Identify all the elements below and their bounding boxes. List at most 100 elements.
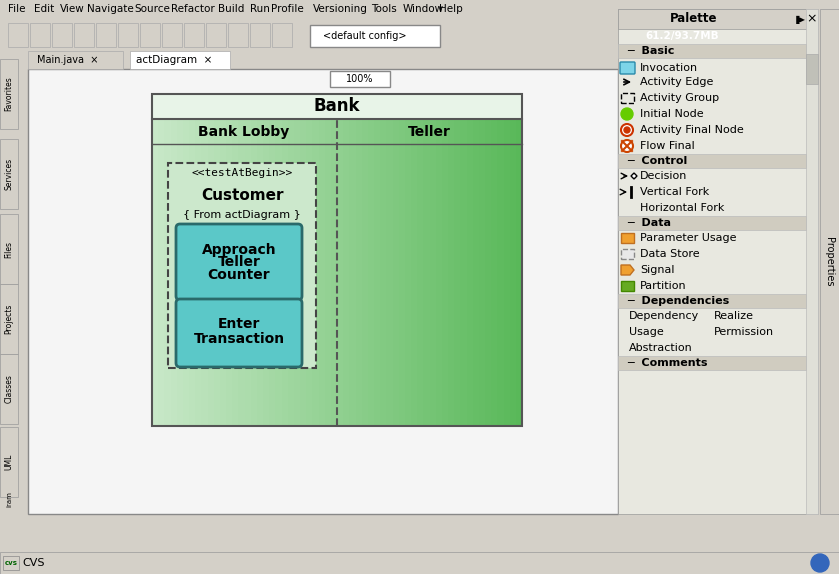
Bar	[454, 119, 461, 426]
Text: Palette: Palette	[670, 13, 717, 25]
Bar	[30, 23, 50, 47]
Bar	[442, 119, 449, 426]
Bar	[411, 119, 418, 426]
Text: iram: iram	[6, 491, 12, 507]
Text: Refactor: Refactor	[171, 4, 215, 14]
Text: Invocation: Invocation	[640, 63, 698, 73]
Bar	[393, 119, 399, 426]
Text: CVS: CVS	[22, 558, 44, 568]
Bar	[331, 119, 338, 426]
Text: Parameter Usage: Parameter Usage	[640, 233, 737, 243]
Bar	[184, 23, 204, 47]
Bar	[250, 23, 270, 47]
Bar	[621, 281, 634, 291]
Bar	[343, 119, 351, 426]
Text: Activity Group: Activity Group	[640, 93, 719, 103]
Circle shape	[621, 140, 633, 152]
Bar	[386, 119, 393, 426]
Text: Tools: Tools	[371, 4, 397, 14]
Bar	[74, 23, 94, 47]
Bar	[28, 69, 618, 514]
Bar	[159, 119, 165, 426]
Bar	[300, 119, 307, 426]
Bar	[0, 427, 18, 497]
Bar	[498, 119, 504, 426]
Text: Counter: Counter	[208, 268, 270, 282]
Bar	[28, 70, 618, 88]
Bar	[201, 119, 209, 426]
Bar	[294, 119, 301, 426]
Circle shape	[621, 124, 633, 136]
Bar	[164, 119, 171, 426]
Bar	[485, 119, 492, 426]
Bar	[152, 119, 159, 426]
Text: Window: Window	[402, 4, 443, 14]
Bar	[0, 139, 18, 209]
Bar	[806, 54, 818, 84]
Bar	[430, 119, 436, 426]
Text: Favorites: Favorites	[4, 76, 13, 111]
Text: Source: Source	[134, 4, 169, 14]
Text: Data Store: Data Store	[640, 249, 700, 259]
Bar	[152, 94, 522, 119]
Text: Customer: Customer	[201, 188, 284, 203]
Text: <<testAtBegin>>: <<testAtBegin>>	[191, 168, 293, 178]
Bar	[461, 119, 467, 426]
Text: cvs: cvs	[4, 560, 18, 566]
Bar	[183, 119, 190, 426]
Bar	[251, 119, 258, 426]
Bar	[0, 0, 839, 18]
Bar	[306, 119, 313, 426]
Bar	[466, 119, 474, 426]
Bar	[491, 119, 498, 426]
Bar	[238, 119, 246, 426]
Text: Services: Services	[4, 158, 13, 190]
Bar	[206, 23, 226, 47]
Bar	[374, 119, 381, 426]
Bar	[405, 119, 412, 426]
Text: ─  Comments: ─ Comments	[627, 358, 707, 368]
Text: Classes: Classes	[4, 375, 13, 404]
Text: Navigate: Navigate	[86, 4, 133, 14]
Bar	[635, 25, 730, 47]
Text: Files: Files	[4, 241, 13, 258]
Bar	[8, 23, 28, 47]
Text: Versioning: Versioning	[313, 4, 367, 14]
Bar	[52, 23, 72, 47]
Text: ▐▶: ▐▶	[793, 14, 806, 24]
Text: Main.java  ×: Main.java ×	[37, 55, 99, 65]
Bar	[288, 119, 294, 426]
Bar	[618, 356, 806, 370]
Text: Activity Final Node: Activity Final Node	[640, 125, 743, 135]
Text: Projects: Projects	[4, 304, 13, 334]
Bar	[362, 119, 369, 426]
Text: Decision: Decision	[640, 171, 687, 181]
Text: Flow Final: Flow Final	[640, 141, 695, 151]
Bar	[310, 25, 440, 47]
Bar	[618, 154, 806, 168]
Circle shape	[624, 127, 630, 133]
Bar	[621, 249, 634, 259]
Bar	[319, 119, 326, 426]
Bar	[424, 119, 430, 426]
Text: Bank Lobby: Bank Lobby	[198, 125, 289, 139]
Bar	[479, 119, 486, 426]
Bar	[435, 119, 443, 426]
Text: { From actDiagram }: { From actDiagram }	[183, 210, 301, 220]
Bar	[0, 552, 839, 574]
Text: Help: Help	[439, 4, 463, 14]
Bar	[337, 119, 344, 426]
Bar	[618, 44, 806, 58]
Bar	[349, 119, 357, 426]
Bar	[226, 119, 233, 426]
Bar	[3, 556, 19, 570]
Text: 100%: 100%	[347, 74, 373, 84]
Bar	[232, 119, 239, 426]
Bar	[621, 93, 634, 103]
Text: Vertical Fork: Vertical Fork	[640, 187, 709, 197]
Bar	[621, 233, 634, 243]
Bar	[214, 119, 221, 426]
Bar	[503, 119, 511, 426]
Text: ─  Control: ─ Control	[627, 156, 687, 166]
Text: Partition: Partition	[640, 281, 686, 291]
